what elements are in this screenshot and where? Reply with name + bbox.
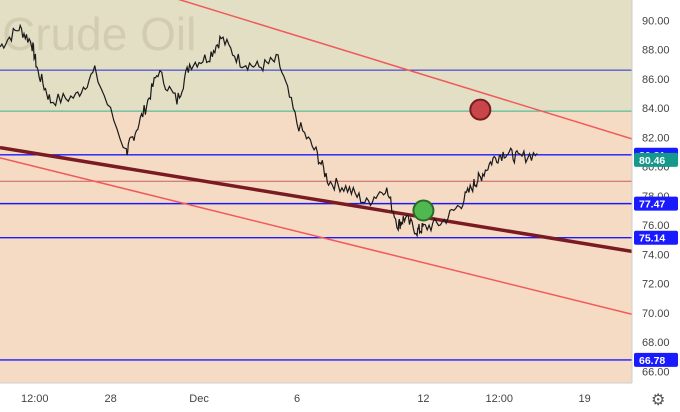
y-tick-label: 76.00 xyxy=(642,220,670,232)
x-tick-label: Dec xyxy=(189,393,209,405)
x-tick-label: 12:00 xyxy=(486,393,514,405)
trend-line[interactable] xyxy=(0,145,632,254)
price-tag xyxy=(634,152,678,167)
trend-line[interactable] xyxy=(0,0,632,140)
y-tick-label: 90.00 xyxy=(642,15,670,27)
x-tick-label: 19 xyxy=(578,393,590,405)
price-tag-label: 75.14 xyxy=(639,233,665,245)
plot-background xyxy=(0,0,632,383)
y-tick-label: 72.00 xyxy=(642,279,670,291)
y-tick-label: 84.00 xyxy=(642,103,670,115)
chart-watermark: Crude Oil xyxy=(2,8,196,60)
price-tag xyxy=(634,196,678,211)
x-axis[interactable]: 12:00 28 Dec 6 12 12:00 19 xyxy=(21,393,591,405)
lower-zone xyxy=(0,111,632,383)
y-tick-label: 74.00 xyxy=(642,249,670,261)
y-tick-label: 82.00 xyxy=(642,132,670,144)
price-line xyxy=(0,23,538,238)
x-tick-label: 12 xyxy=(417,393,429,405)
gear-icon[interactable]: ⚙ xyxy=(651,392,665,409)
trend-line[interactable] xyxy=(0,157,632,316)
price-tag xyxy=(634,352,678,367)
price-series xyxy=(0,23,538,238)
y-tick-label: 70.00 xyxy=(642,308,670,320)
x-tick-label: 12:00 xyxy=(21,393,49,405)
y-tick-label: 66.00 xyxy=(642,366,670,378)
y-tick-label: 88.00 xyxy=(642,45,670,57)
upper-zone xyxy=(0,0,632,112)
y-tick-label: 68.00 xyxy=(642,337,670,349)
price-tag-label: 80.46 xyxy=(639,155,665,167)
trend-lines xyxy=(0,0,632,316)
x-tick-label: 28 xyxy=(104,393,116,405)
marker-circle[interactable] xyxy=(469,98,492,121)
markers xyxy=(412,98,492,222)
horizontal-levels xyxy=(0,69,632,361)
marker-circle[interactable] xyxy=(412,199,435,222)
x-tick-label: 6 xyxy=(294,393,300,405)
y-tick-label: 86.00 xyxy=(642,74,670,86)
price-tag xyxy=(634,230,678,245)
price-tag-label: 77.47 xyxy=(639,199,665,211)
x-axis-bg xyxy=(0,383,680,412)
price-tag-label: 66.78 xyxy=(639,355,665,367)
